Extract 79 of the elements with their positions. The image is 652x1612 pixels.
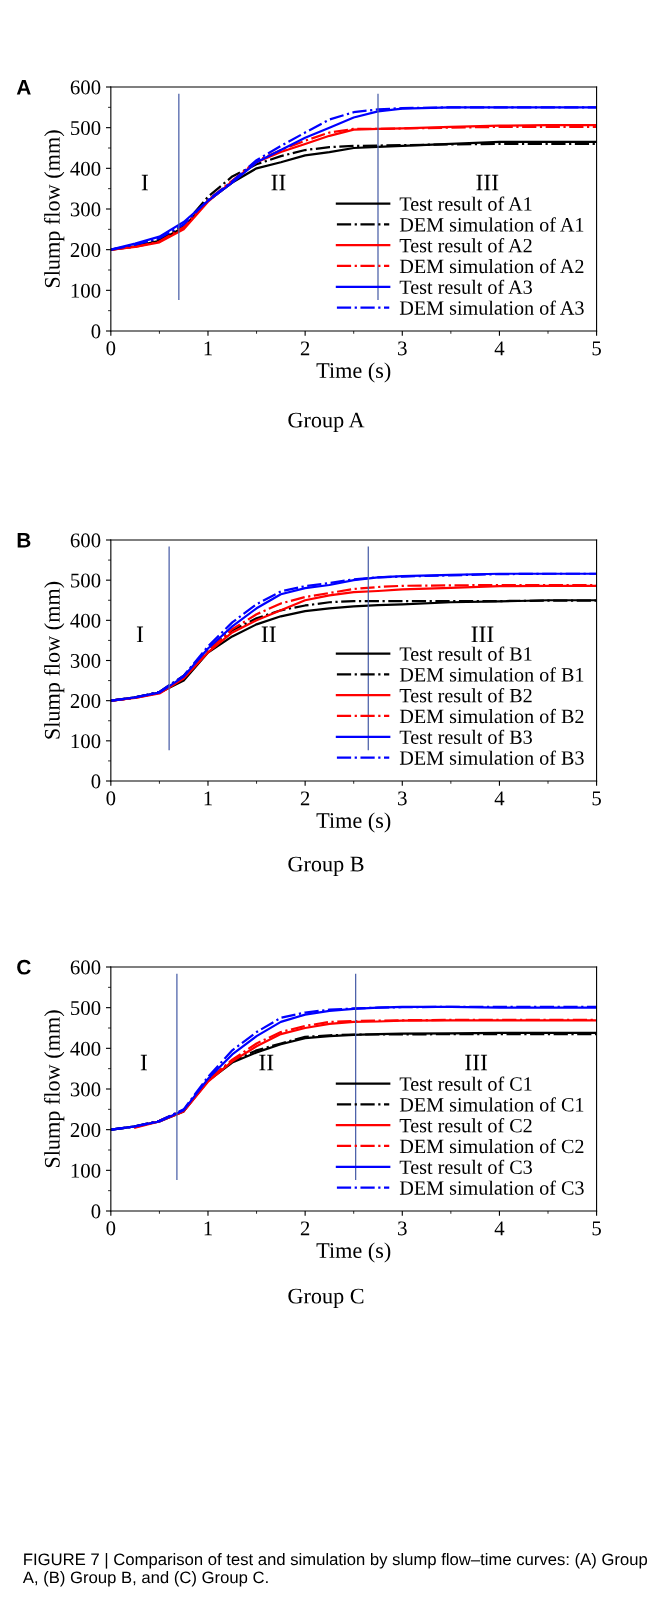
- y-tick-label: 0: [91, 324, 101, 339]
- y-axis-title: Slump flow (mm): [43, 581, 65, 739]
- y-tick-label: 500: [71, 121, 101, 136]
- x-tick-label: 3: [398, 341, 407, 356]
- x-tick-label: 1: [204, 1221, 212, 1236]
- y-tick-label: 400: [70, 1041, 101, 1056]
- y-tick-label: 300: [70, 202, 101, 217]
- text: A: [16, 80, 31, 95]
- caption: FIGURE 7 | Comparison of test and simulation by slump flow–time curves: (A) Group A, (B) Group B, and (C) Group C.: [22, 1553, 648, 1587]
- x-tick-label: 4: [494, 341, 505, 356]
- legend-label: Test result of A3: [399, 279, 532, 295]
- y-tick-label: 0: [91, 1204, 101, 1219]
- legend-label: DEM simulation of A3: [399, 300, 584, 315]
- legend-label: DEM simulation of A2: [399, 258, 584, 274]
- legend-label: Test result of A2: [399, 238, 532, 253]
- text: Group B: [288, 856, 364, 877]
- legend-label: Test result of C3: [399, 1159, 532, 1175]
- y-tick-label: 600: [70, 80, 101, 95]
- y-tick-label: 400: [70, 613, 101, 628]
- y-tick-label: 0: [91, 774, 101, 789]
- legend-label: Test result of B2: [399, 688, 532, 703]
- legend-label: DEM simulation of C1: [399, 1097, 584, 1112]
- annotation: I: [140, 1054, 147, 1071]
- y-tick-label: 100: [71, 1163, 101, 1178]
- text: Group A: [288, 412, 365, 433]
- legend-label: DEM simulation of C3: [399, 1180, 584, 1195]
- legend-label: DEM simulation of A1: [399, 217, 584, 232]
- legend-label: Test result of C1: [399, 1076, 532, 1091]
- y-tick-label: 500: [71, 1001, 101, 1016]
- legend-label: DEM simulation of B2: [399, 708, 584, 724]
- legend-label: DEM simulation of C2: [399, 1138, 584, 1154]
- text: C: [17, 959, 31, 975]
- x-tick-label: 2: [300, 341, 310, 356]
- text: B: [17, 533, 31, 548]
- x-tick-label: 4: [494, 791, 505, 806]
- x-tick-label: 3: [398, 791, 407, 806]
- annotation: III: [465, 1054, 488, 1071]
- y-axis-title: Slump flow (mm): [43, 1010, 65, 1168]
- y-tick-label: 200: [70, 1123, 101, 1138]
- x-tick-label: 2: [300, 1221, 310, 1236]
- x-axis-title: Time (s): [316, 362, 391, 383]
- annotation: I: [141, 174, 148, 191]
- legend-label: Test result of C2: [399, 1118, 532, 1133]
- annotation: I: [136, 626, 144, 643]
- y-tick-label: 200: [70, 694, 101, 709]
- x-tick-label: 5: [592, 341, 601, 356]
- y-tick-label: 300: [70, 653, 101, 668]
- x-axis-title: Time (s): [316, 1242, 391, 1263]
- y-tick-label: 100: [71, 734, 101, 749]
- x-tick-label: 0: [106, 1221, 116, 1236]
- annotation: II: [271, 174, 286, 191]
- legend-label: Test result of B3: [399, 729, 532, 745]
- x-tick-label: 0: [106, 341, 116, 356]
- y-axis-title: Slump flow (mm): [43, 130, 65, 288]
- x-tick-label: 3: [398, 1221, 407, 1236]
- x-tick-label: 0: [106, 791, 116, 806]
- legend-label: DEM simulation of B3: [399, 750, 584, 765]
- x-tick-label: 2: [300, 791, 310, 806]
- annotation: II: [261, 626, 276, 643]
- y-tick-label: 600: [70, 533, 101, 548]
- y-tick-label: 100: [71, 283, 101, 298]
- x-tick-label: 1: [204, 791, 212, 806]
- annotation: II: [259, 1054, 274, 1071]
- y-tick-label: 600: [70, 960, 101, 975]
- text: Group C: [288, 1288, 364, 1309]
- annotation: III: [471, 626, 494, 643]
- x-tick-label: 1: [204, 341, 212, 356]
- x-tick-label: 4: [494, 1221, 505, 1236]
- y-tick-label: 300: [70, 1082, 101, 1097]
- legend-label: Test result of A1: [399, 196, 532, 211]
- legend-label: DEM simulation of B1: [399, 667, 584, 682]
- x-tick-label: 5: [592, 1221, 601, 1236]
- x-axis-title: Time (s): [316, 812, 391, 833]
- x-tick-label: 5: [592, 791, 601, 806]
- legend-label: Test result of B1: [399, 646, 532, 661]
- annotation: III: [476, 174, 499, 191]
- y-tick-label: 500: [71, 573, 101, 588]
- y-tick-label: 400: [70, 161, 101, 176]
- y-tick-label: 200: [70, 243, 101, 258]
